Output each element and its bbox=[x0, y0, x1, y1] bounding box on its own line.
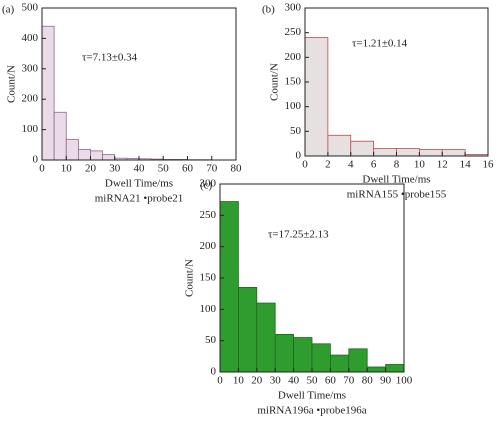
y-tick-label: 250 bbox=[200, 209, 217, 221]
bar bbox=[41, 25, 55, 161]
y-tick-label: 150 bbox=[200, 272, 217, 284]
x-tick-label: 6 bbox=[371, 159, 377, 171]
subtitle: miRNA196a •probe196a bbox=[257, 405, 366, 417]
x-tick-label: 60 bbox=[182, 163, 194, 175]
x-tick-label: 30 bbox=[270, 375, 282, 387]
x-tick-label: 2 bbox=[325, 159, 331, 171]
bar bbox=[274, 333, 295, 373]
x-tick-label: 14 bbox=[460, 159, 472, 171]
y-tick-label: 250 bbox=[285, 26, 302, 38]
x-tick-label: 0 bbox=[302, 159, 308, 171]
x-tick-label: 90 bbox=[380, 375, 392, 387]
bar bbox=[350, 140, 375, 157]
x-tick-label: 70 bbox=[343, 375, 355, 387]
y-axis-label: Count/N bbox=[6, 65, 18, 103]
subtitle: miRNA21 •probe21 bbox=[95, 193, 183, 205]
y-tick-label: 50 bbox=[290, 125, 302, 137]
bar bbox=[65, 138, 79, 161]
x-tick-label: 30 bbox=[109, 163, 121, 175]
bar bbox=[77, 148, 91, 161]
plot-frame bbox=[41, 7, 237, 161]
x-tick-label: 20 bbox=[251, 375, 263, 387]
bar bbox=[102, 154, 116, 161]
x-tick-label: 80 bbox=[362, 375, 374, 387]
y-axis-label: Count/N bbox=[269, 63, 281, 101]
x-tick-label: 12 bbox=[437, 159, 448, 171]
x-tick-label: 0 bbox=[39, 163, 45, 175]
x-tick-label: 10 bbox=[414, 159, 426, 171]
panel-label: (b) bbox=[262, 4, 275, 16]
bar bbox=[329, 354, 350, 373]
bar bbox=[385, 364, 405, 373]
annotation: τ=17.25±2.13 bbox=[268, 229, 329, 241]
x-tick-label: 10 bbox=[233, 375, 245, 387]
bar bbox=[293, 337, 313, 373]
x-tick-label: 80 bbox=[231, 163, 243, 175]
y-tick-label: 0 bbox=[33, 154, 39, 166]
x-tick-label: 50 bbox=[307, 375, 319, 387]
x-axis-label: Dwell Time/ms bbox=[278, 390, 346, 402]
y-tick-label: 0 bbox=[296, 150, 302, 162]
x-tick-label: 8 bbox=[394, 159, 400, 171]
bar bbox=[237, 286, 258, 373]
x-tick-label: 100 bbox=[396, 375, 413, 387]
x-axis-label: Dwell Time/ms bbox=[105, 178, 173, 190]
bar bbox=[396, 148, 420, 157]
x-tick-label: 70 bbox=[206, 163, 218, 175]
bar bbox=[311, 343, 331, 373]
y-axis-label: Count/N bbox=[184, 259, 196, 297]
y-tick-label: 100 bbox=[22, 123, 39, 135]
y-tick-label: 0 bbox=[211, 366, 217, 378]
x-tick-label: 16 bbox=[483, 159, 495, 171]
x-tick-label: 60 bbox=[325, 375, 337, 387]
plot-frame bbox=[304, 7, 489, 157]
y-tick-label: 100 bbox=[200, 303, 217, 315]
bar bbox=[441, 149, 466, 157]
annotation: τ=1.21±0.14 bbox=[352, 38, 408, 50]
bar bbox=[256, 302, 276, 373]
y-tick-label: 200 bbox=[200, 240, 217, 252]
y-tick-label: 300 bbox=[22, 62, 39, 74]
subtitle: miRNA155 •probe155 bbox=[347, 189, 447, 201]
bar bbox=[327, 134, 352, 157]
bar bbox=[219, 201, 239, 373]
annotation: τ=7.13±0.34 bbox=[82, 52, 138, 64]
y-tick-label: 300 bbox=[200, 178, 217, 190]
x-tick-label: 10 bbox=[61, 163, 73, 175]
y-tick-label: 50 bbox=[205, 334, 217, 346]
bar bbox=[418, 149, 443, 157]
bar bbox=[373, 148, 397, 157]
panel-label: (a) bbox=[2, 4, 15, 16]
x-tick-label: 40 bbox=[134, 163, 146, 175]
y-tick-label: 200 bbox=[22, 93, 39, 105]
panel-label: (c) bbox=[200, 180, 213, 192]
y-tick-label: 100 bbox=[285, 100, 302, 112]
y-tick-label: 300 bbox=[285, 2, 302, 14]
bar bbox=[53, 111, 67, 161]
bar bbox=[366, 366, 387, 373]
x-tick-label: 40 bbox=[288, 375, 300, 387]
bar bbox=[304, 37, 329, 157]
y-tick-label: 200 bbox=[285, 51, 302, 63]
x-tick-label: 0 bbox=[217, 375, 223, 387]
bar bbox=[90, 150, 104, 161]
x-tick-label: 20 bbox=[85, 163, 97, 175]
y-tick-label: 150 bbox=[285, 76, 302, 88]
x-axis-label: Dwell Time/ms bbox=[362, 174, 430, 186]
x-tick-label: 50 bbox=[158, 163, 170, 175]
y-tick-label: 500 bbox=[22, 2, 39, 14]
x-tick-label: 4 bbox=[348, 159, 354, 171]
bar bbox=[348, 348, 368, 373]
y-tick-label: 400 bbox=[22, 32, 39, 44]
